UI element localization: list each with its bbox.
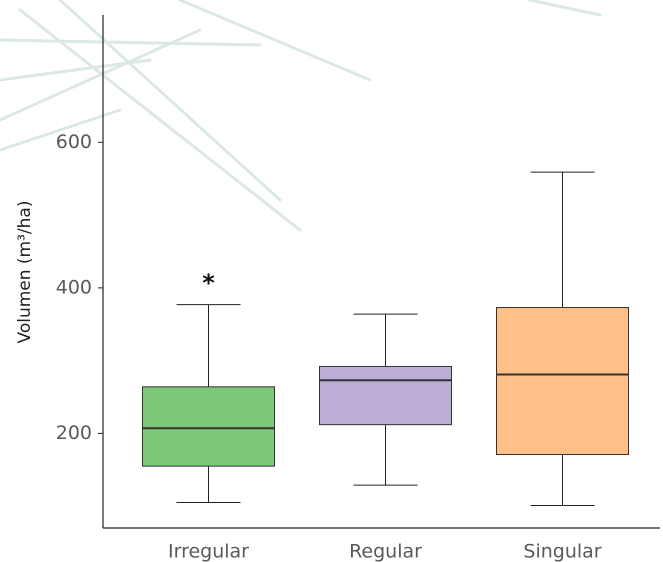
box (496, 307, 629, 456)
x-tick-label: Regular (349, 541, 422, 562)
y-tick-label: 200 (56, 422, 92, 444)
y-tick-label: 400 (56, 276, 92, 298)
annotation: * (202, 269, 215, 297)
background-leaves (0, 0, 602, 232)
box (319, 365, 452, 426)
box (142, 386, 275, 467)
x-tick-label: Singular (523, 541, 601, 562)
y-tick-label: 600 (56, 131, 92, 153)
y-axis-label: Volumen (m³/ha) (15, 201, 35, 344)
x-tick-label: Irregular (168, 541, 249, 562)
